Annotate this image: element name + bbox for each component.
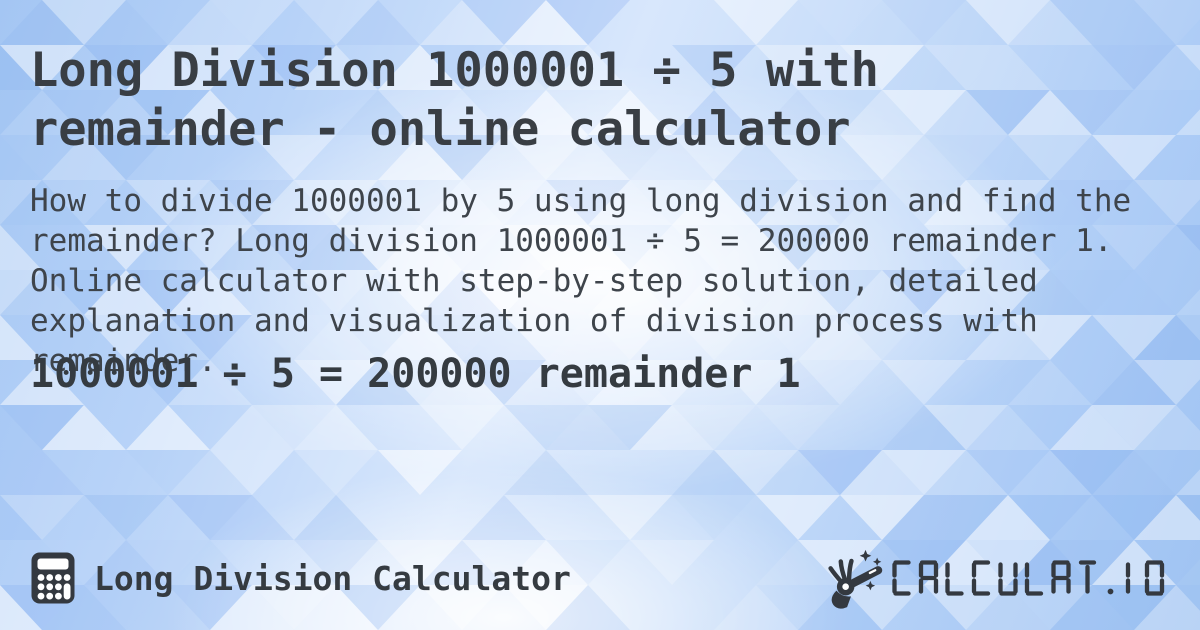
hand-magic-wand-icon (828, 549, 883, 609)
brand-logo (815, 546, 1170, 610)
footer: Long Division Calculator (30, 546, 1170, 610)
page-description: How to divide 1000001 by 5 using long di… (30, 183, 1132, 379)
site-name-label: Long Division Calculator (94, 558, 571, 598)
calculatio-wordmark (892, 560, 1165, 596)
page-title: Long Division 1000001 ÷ 5 with remainder… (30, 43, 879, 157)
footer-site: Long Division Calculator (30, 551, 571, 605)
calculator-icon (31, 552, 75, 604)
division-result: 1000001 ÷ 5 = 200000 remainder 1 (30, 351, 801, 397)
